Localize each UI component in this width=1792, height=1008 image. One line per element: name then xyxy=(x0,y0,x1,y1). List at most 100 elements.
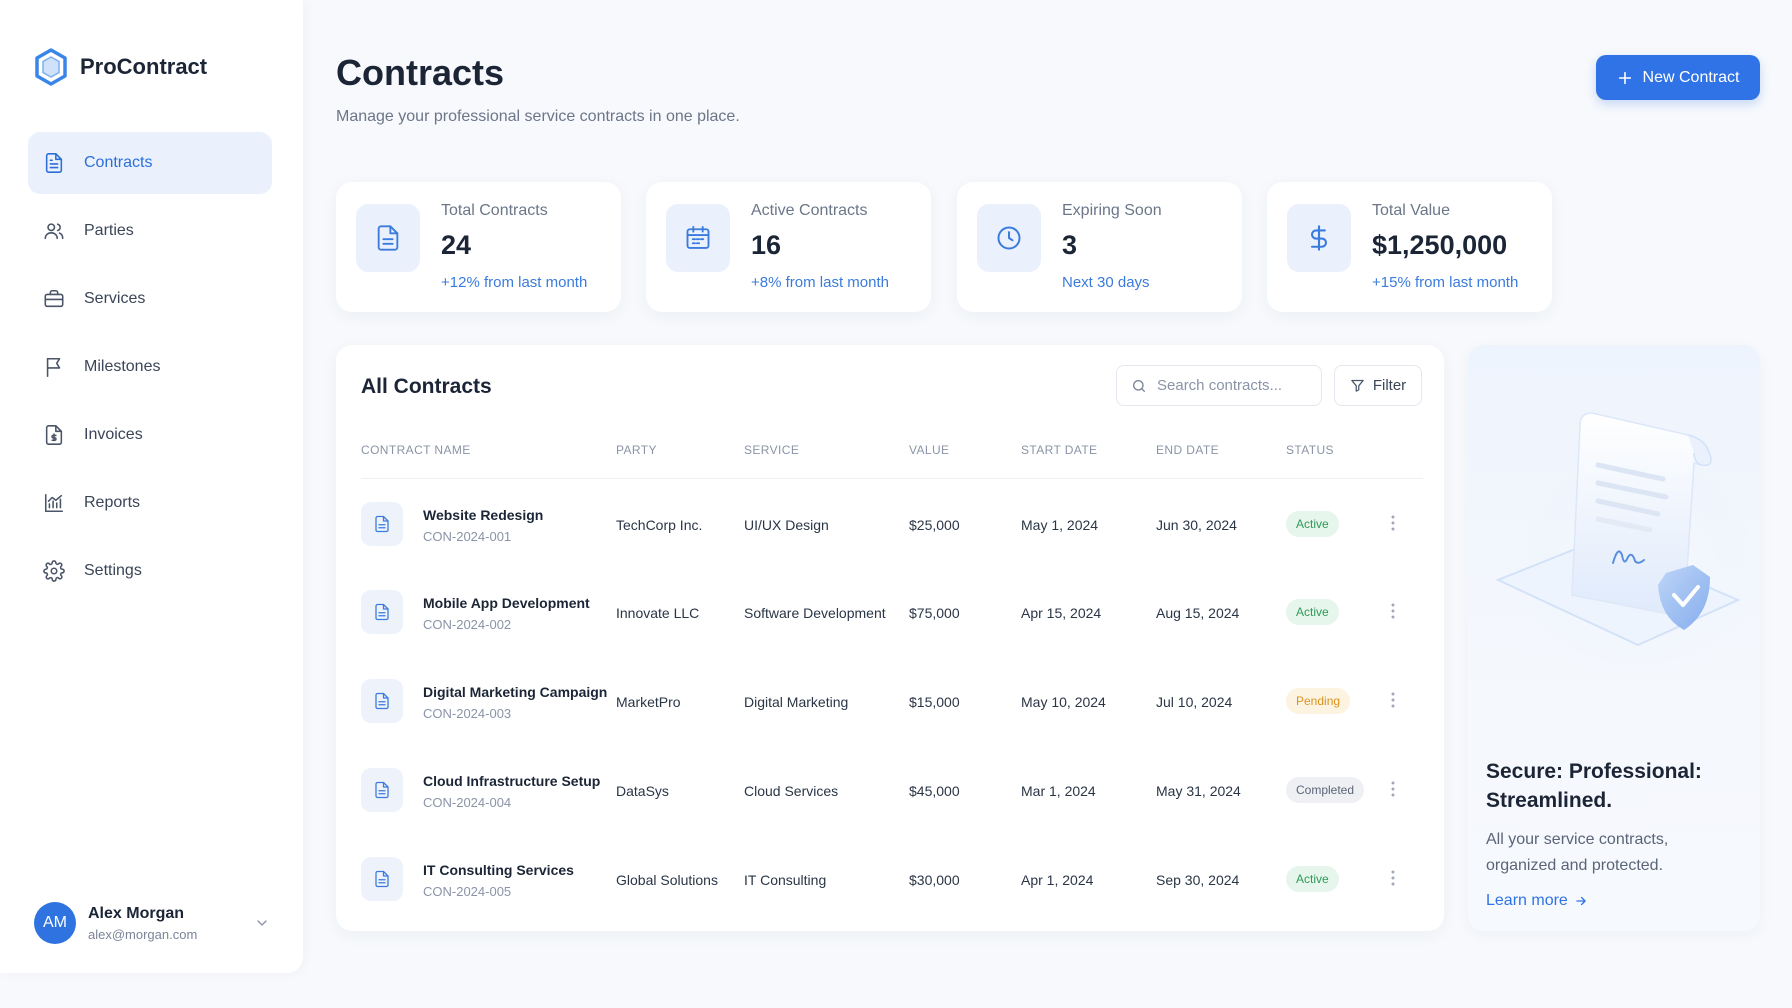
user-name: Alex Morgan xyxy=(88,904,185,922)
stat-label: Total Value xyxy=(1372,202,1450,219)
user-email: alex@morgan.com xyxy=(88,926,198,942)
sidebar-item-label: Invoices xyxy=(84,426,143,443)
table-row[interactable]: Digital Marketing Campaign CON-2024-003 … xyxy=(361,656,1423,744)
start-date-cell: May 1, 2024 xyxy=(1021,517,1099,533)
column-header-status[interactable]: STATUS xyxy=(1286,443,1334,457)
party-cell: TechCorp Inc. xyxy=(616,517,703,533)
contract-id: CON-2024-003 xyxy=(423,706,512,721)
table-row[interactable]: Cloud Infrastructure Setup CON-2024-004 … xyxy=(361,745,1423,833)
document-icon xyxy=(361,590,403,634)
service-cell: Digital Marketing xyxy=(744,694,849,710)
status-badge: Active xyxy=(1286,599,1339,625)
more-options-icon[interactable] xyxy=(1383,690,1403,710)
party-cell: MarketPro xyxy=(616,694,681,710)
table-title: All Contracts xyxy=(361,375,492,398)
sidebar-item-label: Services xyxy=(84,290,146,307)
table-row[interactable]: Mobile App Development CON-2024-002 Inno… xyxy=(361,567,1423,655)
search-box[interactable] xyxy=(1116,365,1322,406)
start-date-cell: Apr 1, 2024 xyxy=(1021,872,1094,888)
chevron-down-icon[interactable] xyxy=(254,915,270,931)
contract-name[interactable]: Website Redesign xyxy=(423,507,544,523)
document-icon xyxy=(42,151,66,175)
party-cell: DataSys xyxy=(616,783,669,799)
end-date-cell: Jun 30, 2024 xyxy=(1156,517,1237,533)
brand[interactable]: ProContract xyxy=(34,48,207,86)
stat-note: +15% from last month xyxy=(1372,274,1519,291)
party-cell: Innovate LLC xyxy=(616,605,700,621)
stat-value: 16 xyxy=(751,230,782,260)
sidebar-item-invoices[interactable]: Invoices xyxy=(28,404,272,466)
more-options-icon[interactable] xyxy=(1383,513,1403,533)
column-header-party[interactable]: PARTY xyxy=(616,443,657,457)
column-header-contract-name[interactable]: CONTRACT NAME xyxy=(361,443,471,457)
sidebar-item-milestones[interactable]: Milestones xyxy=(28,336,272,398)
filter-button[interactable]: Filter xyxy=(1334,365,1422,406)
status-badge: Active xyxy=(1286,866,1339,892)
contract-name[interactable]: IT Consulting Services xyxy=(423,862,574,878)
invoice-icon xyxy=(42,423,66,447)
column-header-start-date[interactable]: START DATE xyxy=(1021,443,1098,457)
status-badge: Active xyxy=(1286,511,1339,537)
user-menu[interactable]: AM Alex Morgan alex@morgan.com xyxy=(34,898,270,948)
sidebar-item-parties[interactable]: Parties xyxy=(28,200,272,262)
calendar-icon xyxy=(666,204,730,272)
clock-icon xyxy=(977,204,1041,272)
contract-id: CON-2024-005 xyxy=(423,884,512,899)
sidebar-item-label: Contracts xyxy=(84,154,153,171)
avatar: AM xyxy=(34,902,76,944)
flag-icon xyxy=(42,355,66,379)
value-cell: $45,000 xyxy=(909,783,960,799)
contract-name[interactable]: Cloud Infrastructure Setup xyxy=(423,773,601,789)
start-date-cell: Apr 15, 2024 xyxy=(1021,605,1102,621)
contract-id: CON-2024-001 xyxy=(423,529,512,544)
stat-card-expiring-soon: Expiring Soon 3 Next 30 days xyxy=(957,182,1242,312)
table-row[interactable]: Website Redesign CON-2024-001 TechCorp I… xyxy=(361,479,1423,567)
service-cell: IT Consulting xyxy=(744,872,827,888)
document-icon xyxy=(361,502,403,546)
status-badge: Completed xyxy=(1286,777,1365,803)
column-header-value[interactable]: VALUE xyxy=(909,443,950,457)
plus-icon xyxy=(1617,70,1633,86)
document-icon xyxy=(361,768,403,812)
start-date-cell: Mar 1, 2024 xyxy=(1021,783,1096,799)
promo-card: Secure: Professional: Streamlined. All y… xyxy=(1468,345,1760,931)
service-cell: UI/UX Design xyxy=(744,517,829,533)
contract-name[interactable]: Digital Marketing Campaign xyxy=(423,684,608,700)
status-badge: Pending xyxy=(1286,688,1351,714)
more-options-icon[interactable] xyxy=(1383,601,1403,621)
sidebar-item-contracts[interactable]: Contracts xyxy=(28,132,272,194)
start-date-cell: May 10, 2024 xyxy=(1021,694,1106,710)
promo-title: Secure: Professional: Streamlined. xyxy=(1486,760,1702,812)
contracts-table-card: All Contracts Filter CONTRACT NAME PARTY… xyxy=(336,345,1444,931)
sidebar-item-label: Parties xyxy=(84,222,134,239)
brand-name: ProContract xyxy=(80,54,208,79)
contract-name[interactable]: Mobile App Development xyxy=(423,595,590,611)
filter-icon xyxy=(1350,378,1365,393)
sidebar-item-reports[interactable]: Reports xyxy=(28,472,272,534)
column-header-end-date[interactable]: END DATE xyxy=(1156,443,1219,457)
document-icon xyxy=(361,679,403,723)
search-icon xyxy=(1131,378,1147,394)
stat-value: $1,250,000 xyxy=(1372,230,1508,260)
service-cell: Cloud Services xyxy=(744,783,839,799)
learn-more-link[interactable]: Learn more xyxy=(1486,892,1588,910)
more-options-icon[interactable] xyxy=(1383,868,1403,888)
stat-card-active-contracts: Active Contracts 16 +8% from last month xyxy=(646,182,931,312)
sidebar: ProContract Contracts Parties Services M… xyxy=(0,0,303,973)
value-cell: $75,000 xyxy=(909,605,960,621)
chart-icon xyxy=(42,491,66,515)
more-options-icon[interactable] xyxy=(1383,779,1403,799)
hexagon-logo-icon xyxy=(34,48,68,86)
search-input[interactable] xyxy=(1157,377,1317,394)
end-date-cell: May 31, 2024 xyxy=(1156,783,1241,799)
document-icon xyxy=(361,857,403,901)
table-row[interactable]: IT Consulting Services CON-2024-005 Glob… xyxy=(361,834,1423,922)
sidebar-item-settings[interactable]: Settings xyxy=(28,540,272,602)
sidebar-nav: Contracts Parties Services Milestones In… xyxy=(28,132,272,608)
stat-value: 24 xyxy=(441,230,472,260)
page-title: Contracts xyxy=(336,52,505,93)
document-icon xyxy=(356,204,420,272)
column-header-service[interactable]: SERVICE xyxy=(744,443,800,457)
sidebar-item-services[interactable]: Services xyxy=(28,268,272,330)
new-contract-button[interactable]: New Contract xyxy=(1596,55,1760,100)
